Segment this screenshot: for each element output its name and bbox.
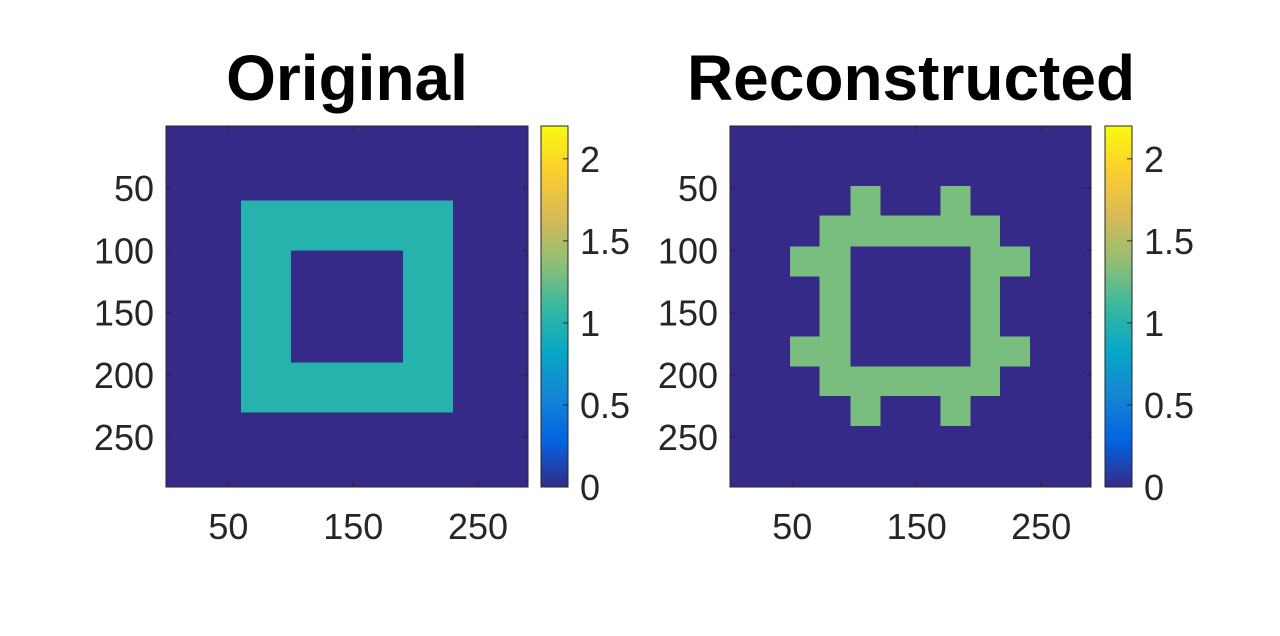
chart-title: Reconstructed	[687, 42, 1135, 114]
x-axis: 50 150 250	[772, 126, 1071, 547]
y-tick-label: 200	[94, 355, 154, 396]
colorbar-tick-label: 0.5	[1144, 385, 1194, 426]
y-axis: 50 100 150 200 250	[94, 168, 528, 458]
y-axis: 50 100 150 200 250	[658, 168, 1091, 458]
heatmap-region	[1000, 336, 1031, 367]
plot-frame	[729, 125, 1092, 488]
plot-frame	[165, 125, 529, 488]
heatmap-region	[850, 246, 971, 367]
x-tick-label: 250	[448, 506, 508, 547]
x-tick-label: 250	[1011, 506, 1071, 547]
colorbar-tick-label: 1	[1144, 303, 1164, 344]
colorbar-tick-label: 2	[580, 139, 600, 180]
y-tick-label: 250	[94, 417, 154, 458]
x-tick-label: 50	[772, 506, 812, 547]
heatmap-region	[850, 396, 881, 427]
heatmap-region	[290, 250, 404, 363]
heatmap-region	[789, 246, 820, 277]
y-tick-label: 250	[658, 417, 718, 458]
x-tick-label: 150	[887, 506, 947, 547]
colorbar-axis: 0 0.5 1 1.5 2	[563, 139, 630, 508]
y-tick-label: 100	[658, 230, 718, 271]
colorbar-tick-label: 0	[1144, 467, 1164, 508]
y-tick-label: 50	[678, 168, 718, 209]
y-tick-label: 150	[658, 293, 718, 334]
heatmap-plot	[166, 126, 528, 487]
y-tick-label: 200	[658, 355, 718, 396]
heatmap-region	[940, 185, 971, 216]
y-tick-label: 50	[114, 168, 154, 209]
x-axis: 50 150 250	[208, 126, 508, 547]
heatmap-plot	[730, 126, 1091, 487]
panel-original: Original 50 100 150 200 250 50 150 250 0 0.5 1 1.…	[94, 42, 630, 547]
colorbar	[540, 125, 569, 488]
colorbar-tick-label: 2	[1144, 139, 1164, 180]
heatmap-region	[940, 396, 971, 427]
x-tick-label: 150	[323, 506, 383, 547]
colorbar-tick-label: 0.5	[580, 385, 630, 426]
x-tick-label: 50	[208, 506, 248, 547]
colorbar-tick-label: 1.5	[1144, 221, 1194, 262]
chart-title: Original	[226, 42, 468, 114]
heatmap-region	[789, 336, 820, 367]
colorbar-tick-label: 1.5	[580, 221, 630, 262]
heatmap-region	[850, 185, 881, 216]
y-tick-label: 100	[94, 230, 154, 271]
colorbar-tick-label: 1	[580, 303, 600, 344]
colorbar	[1104, 125, 1133, 488]
y-tick-label: 150	[94, 293, 154, 334]
heatmap-region	[1000, 246, 1031, 277]
colorbar-tick-label: 0	[580, 467, 600, 508]
colorbar-axis: 0 0.5 1 1.5 2	[1127, 139, 1194, 508]
